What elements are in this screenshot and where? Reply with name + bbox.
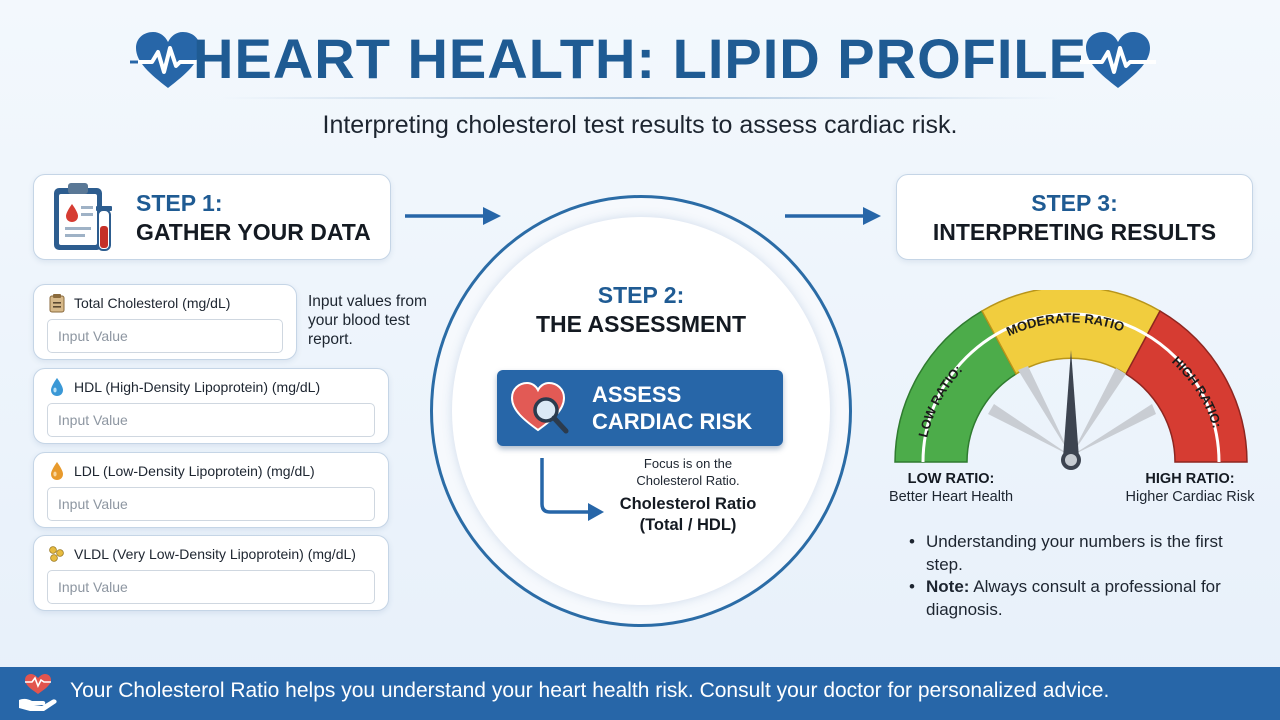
footer-bar <box>0 667 1280 720</box>
total-cholesterol-label: Total Cholesterol (mg/dL) <box>74 295 231 311</box>
heart-pulse-icon <box>1080 32 1156 88</box>
gauge-high-zone <box>1125 309 1248 463</box>
page-subtitle: Interpreting cholesterol test results to… <box>322 111 958 139</box>
step1-subtitle: GATHER YOUR DATA <box>136 219 371 245</box>
step2-title: STEP 2: <box>597 282 685 308</box>
focus-note: Focus is on the Cholesterol Ratio. <box>636 456 740 488</box>
note-item: Note: Always consult a professional for … <box>908 576 1238 621</box>
step1-title: STEP 1: <box>136 190 223 216</box>
lipid-particles-icon <box>49 546 64 562</box>
blue-droplet-icon <box>51 378 63 396</box>
vldl-label: VLDL (Very Low-Density Lipoprotein) (mg/… <box>74 546 356 562</box>
gauge-needle <box>1063 350 1079 458</box>
gauge-high-title: HIGH RATIO: <box>1145 471 1235 487</box>
gauge-high-subtitle: Higher Cardiac Risk <box>1125 489 1255 505</box>
note-text: Always consult a professional for diagno… <box>926 577 1221 619</box>
total-cholesterol-input[interactable] <box>47 319 283 353</box>
note-text: Understanding your numbers is the first … <box>926 532 1223 574</box>
ratio-gauge: LOW RATIO: MODERATE RATIO HIGH RATIO: <box>894 290 1248 470</box>
hdl-card: HDL (High-Density Lipoprotein) (mg/dL) <box>33 368 389 444</box>
heart-in-hand-icon <box>19 674 57 711</box>
step2-subtitle: THE ASSESSMENT <box>535 311 746 337</box>
gauge-low-title: LOW RATIO: <box>907 471 995 487</box>
title-divider <box>222 97 1058 99</box>
heart-pulse-icon <box>130 32 206 88</box>
ldl-label: LDL (Low-Density Lipoprotein) (mg/dL) <box>74 463 315 479</box>
note-bold: Note: <box>926 577 970 596</box>
hdl-input[interactable] <box>47 403 375 437</box>
clipboard-blood-test-icon <box>54 183 112 251</box>
ratio-formula: Cholesterol Ratio (Total / HDL) <box>619 495 757 534</box>
arrow-right-icon <box>785 207 881 225</box>
page-title: HEART HEALTH: LIPID PROFILE <box>193 27 1087 90</box>
step3-title: STEP 3: <box>1031 190 1118 216</box>
vldl-input[interactable] <box>47 570 375 604</box>
footer-text: Your Cholesterol Ratio helps you underst… <box>70 679 1110 702</box>
hdl-label: HDL (High-Density Lipoprotein) (mg/dL) <box>74 379 321 395</box>
vldl-card: VLDL (Very Low-Density Lipoprotein) (mg/… <box>33 535 389 611</box>
ldl-input[interactable] <box>47 487 375 521</box>
gauge-low-subtitle: Better Heart Health <box>888 489 1014 505</box>
input-hint: Input values from your blood test report… <box>308 293 427 348</box>
notes-list: Understanding your numbers is the first … <box>908 531 1238 621</box>
note-item: Understanding your numbers is the first … <box>908 531 1238 576</box>
assess-cardiac-risk-button[interactable] <box>497 370 783 446</box>
total-cholesterol-card: Total Cholesterol (mg/dL) <box>33 284 297 360</box>
step3-header-card <box>896 174 1253 260</box>
ldl-card: LDL (Low-Density Lipoprotein) (mg/dL) <box>33 452 389 528</box>
flow-arrow-icon <box>540 458 604 521</box>
arrow-right-icon <box>405 207 501 225</box>
orange-droplet-icon <box>51 462 63 480</box>
clipboard-icon <box>49 294 65 313</box>
step3-subtitle: INTERPRETING RESULTS <box>932 219 1217 245</box>
